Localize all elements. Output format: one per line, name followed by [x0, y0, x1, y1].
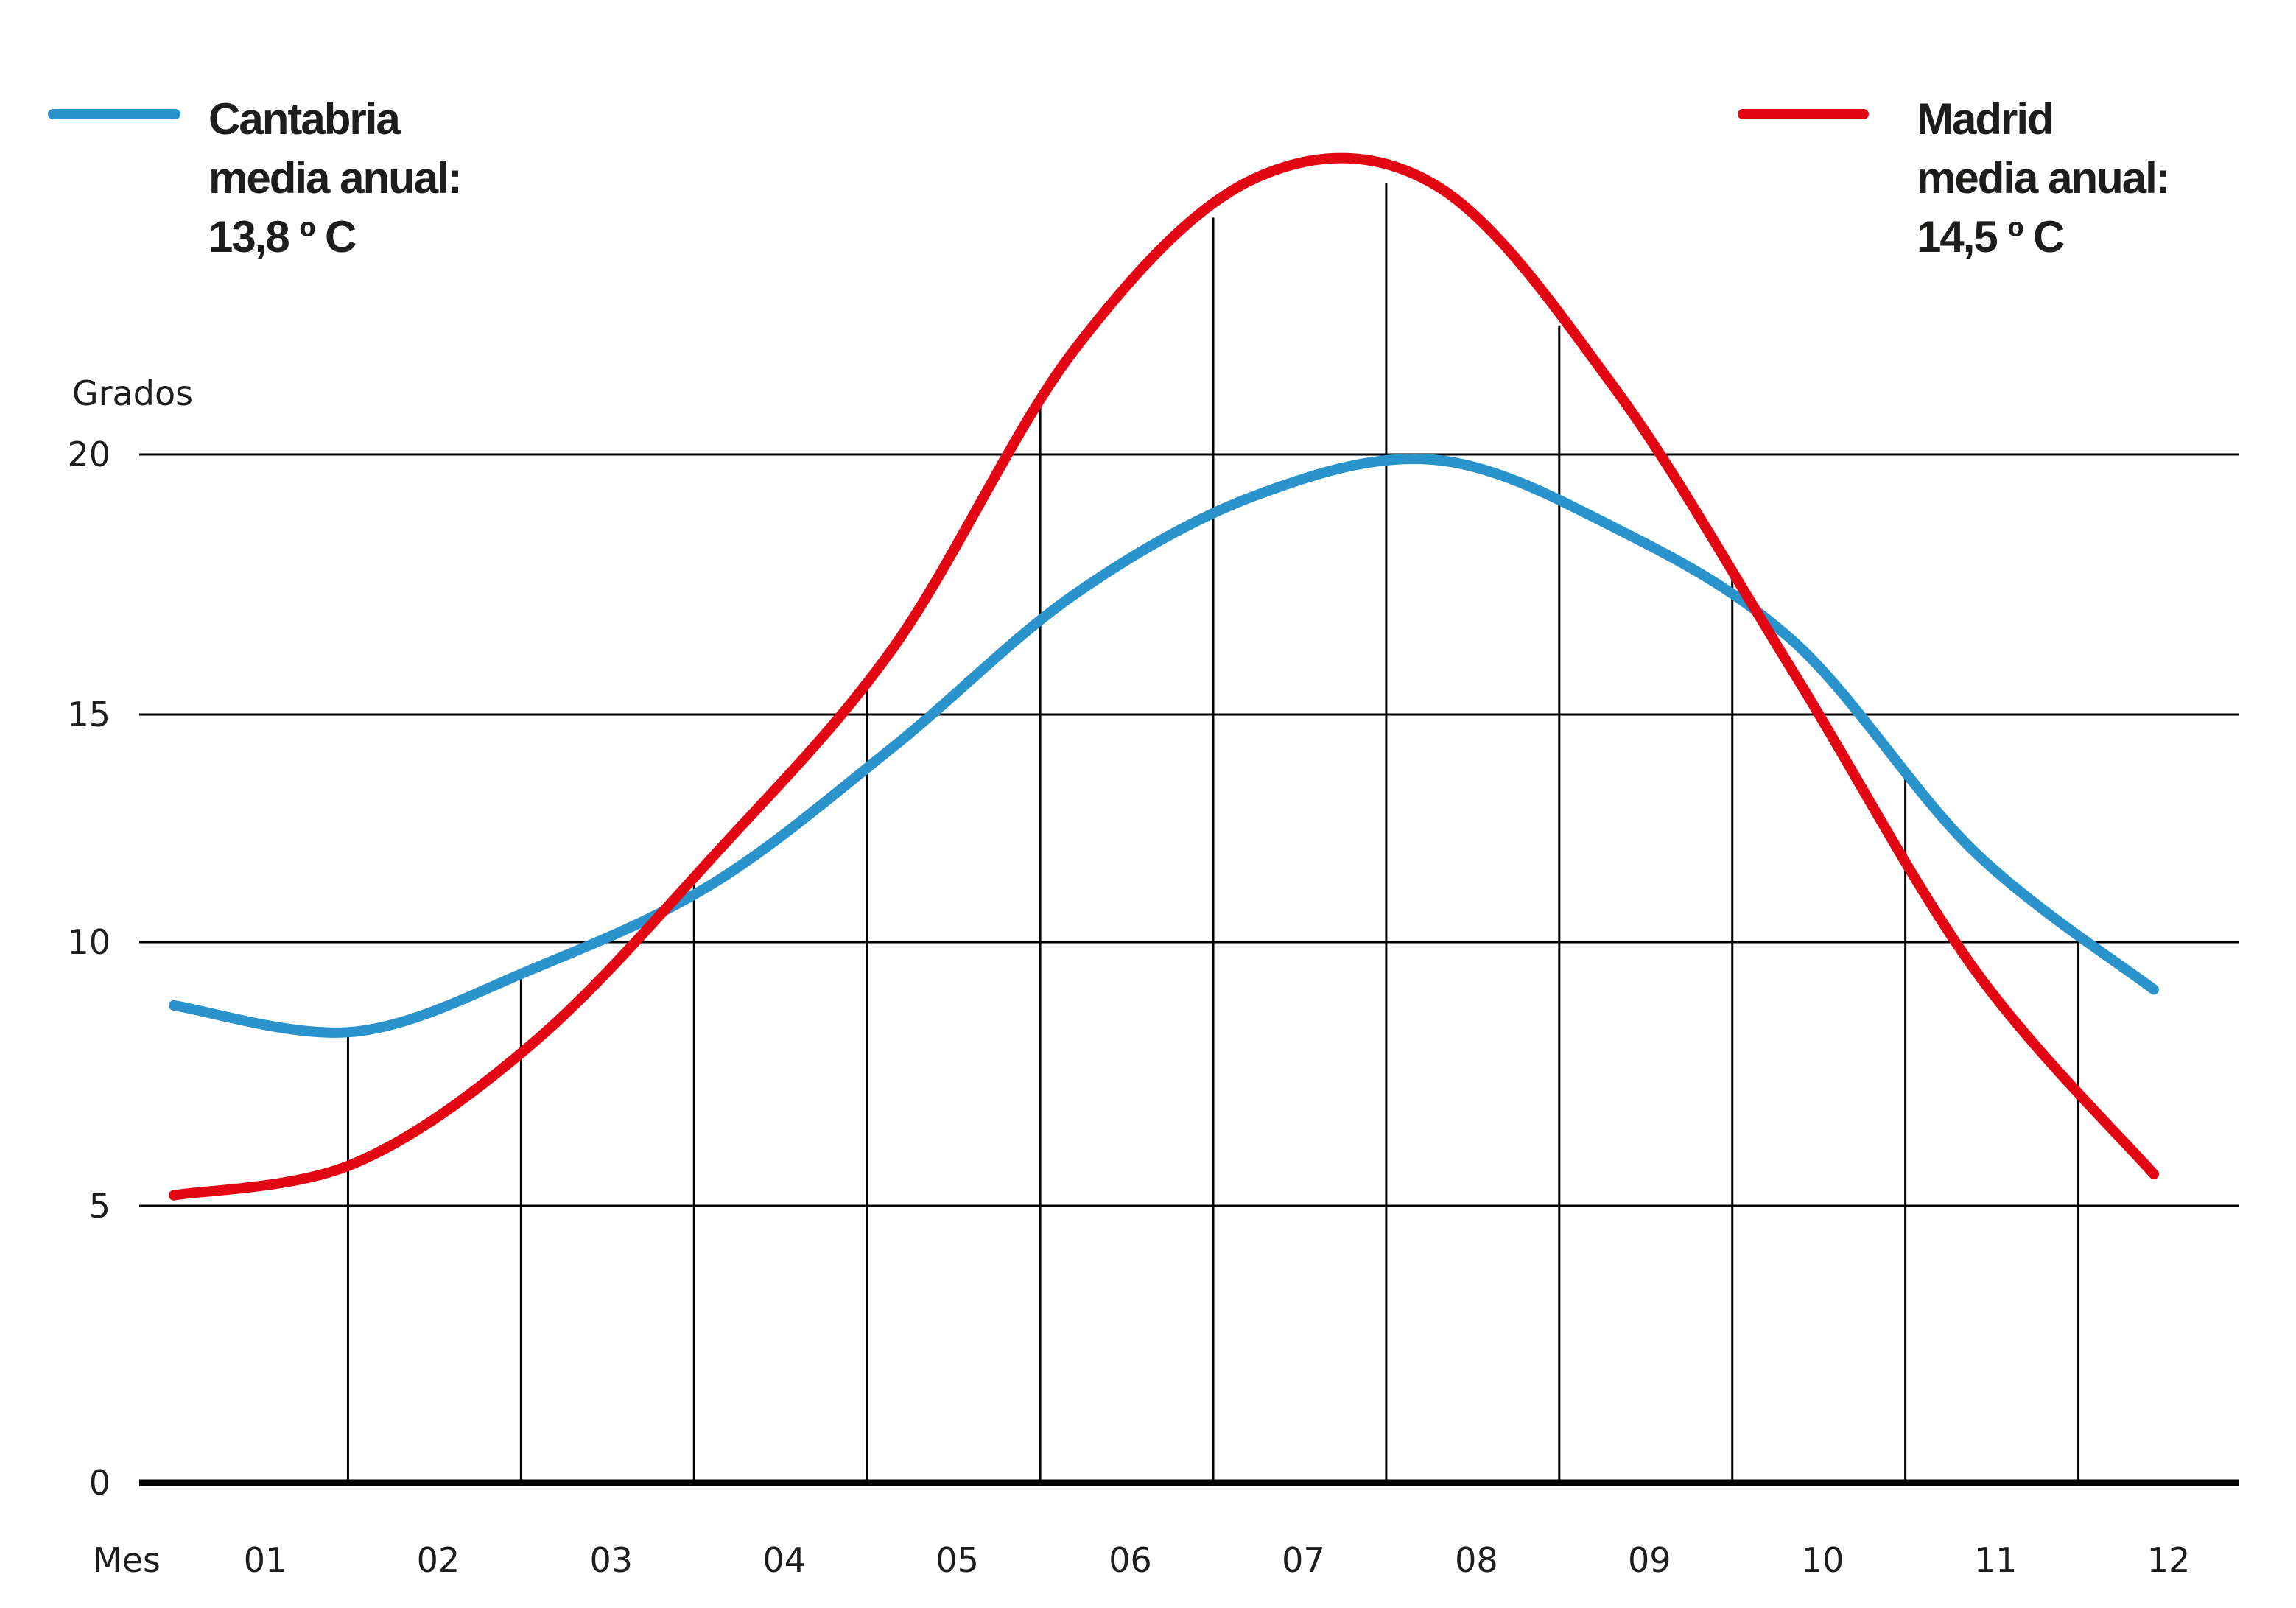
y-tick-label: 10 [67, 922, 110, 962]
x-tick-label: 09 [1628, 1540, 1671, 1580]
x-tick-label: 11 [1974, 1540, 2018, 1580]
x-tick-label: 08 [1455, 1540, 1498, 1580]
y-tick-label: 15 [67, 695, 110, 734]
legend-madrid: Madrid media anual: 14,5 º C [1738, 94, 2171, 261]
x-tick-label: 06 [1109, 1540, 1152, 1580]
x-tick-label: 01 [244, 1540, 287, 1580]
legend-mean-madrid: 14,5 º C [1917, 212, 2064, 261]
y-tick-labels: 0 5 10 15 20 [67, 435, 110, 1503]
x-tick-label: 12 [2147, 1540, 2191, 1580]
legend-cantabria: Cantabria media anual: 13,8 º C [48, 94, 463, 261]
y-tick-label: 0 [89, 1463, 110, 1503]
series-lines [169, 152, 2159, 1201]
y-tick-label: 20 [67, 435, 110, 474]
series-line-cantabria [169, 453, 2159, 1038]
vertical-gridlines [346, 183, 2080, 1483]
x-tick-label: 07 [1282, 1540, 1325, 1580]
y-tick-label: 5 [89, 1186, 110, 1226]
x-axis-label: Mes [93, 1540, 161, 1580]
x-tick-labels: 01 02 03 04 05 06 07 08 09 10 11 12 [244, 1540, 2191, 1580]
horizontal-gridlines [139, 453, 2239, 1207]
legend-mean-cantabria: 13,8 º C [208, 212, 356, 261]
legend-label-madrid: Madrid [1917, 94, 2053, 144]
y-axis-label: Grados [72, 373, 193, 413]
legend-sub-cantabria: media anual: [208, 153, 461, 203]
x-tick-label: 02 [417, 1540, 460, 1580]
x-tick-label: 05 [935, 1540, 979, 1580]
series-line-madrid [169, 152, 2159, 1201]
legend-label-cantabria: Cantabria [208, 94, 401, 144]
legend-sub-madrid: media anual: [1917, 153, 2169, 203]
x-tick-label: 03 [590, 1540, 633, 1580]
x-tick-label: 10 [1801, 1540, 1844, 1580]
x-tick-label: 04 [762, 1540, 806, 1580]
